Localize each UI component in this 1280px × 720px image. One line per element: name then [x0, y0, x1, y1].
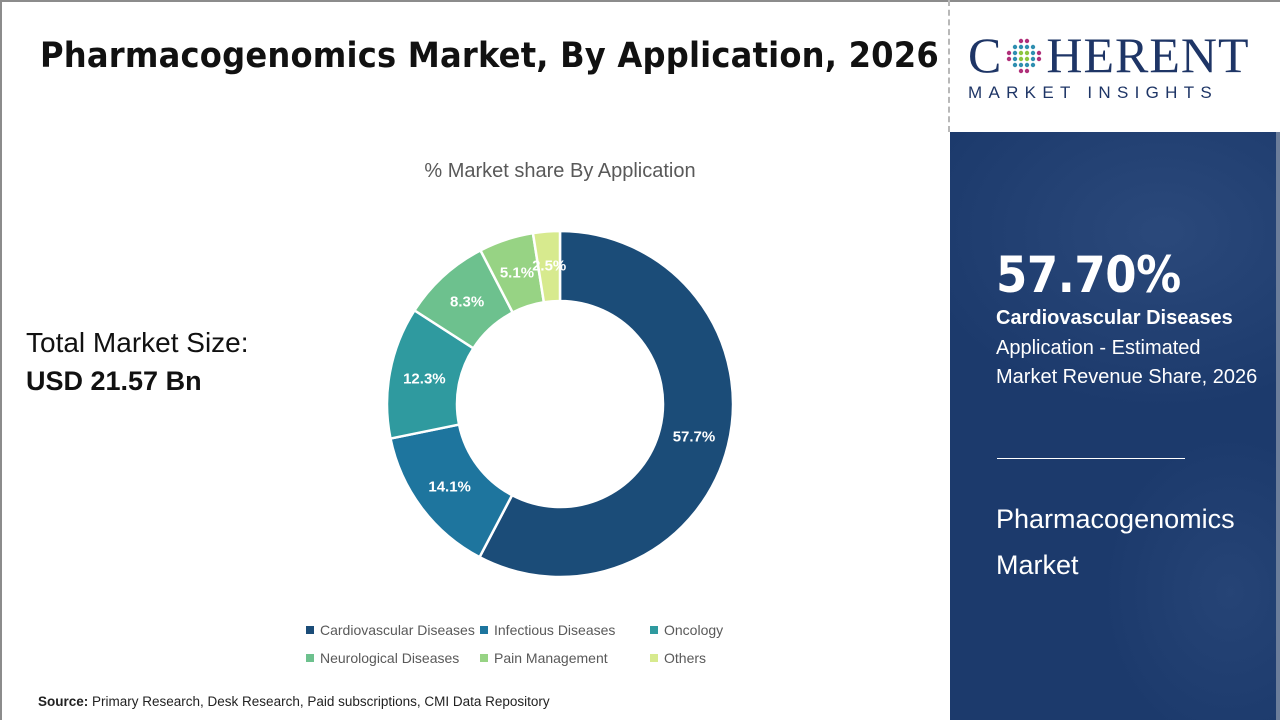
total-market-value: USD 21.57 Bn — [26, 366, 202, 396]
donut-slice-others — [531, 229, 562, 304]
highlight-description: Application - Estimated Market Revenue S… — [996, 337, 1258, 388]
page-title: Pharmacogenomics Market, By Application,… — [40, 36, 939, 76]
data-label: 2.5% — [532, 257, 567, 275]
total-market-size: Total Market Size: USD 21.57 Bn — [26, 324, 249, 400]
source-note: Source: Primary Research, Desk Research,… — [38, 694, 550, 709]
legend-item-pain-management: Pain Management — [480, 650, 608, 666]
chart-title: % Market share By Application — [424, 160, 696, 182]
total-market-label: Total Market Size: — [26, 327, 249, 358]
panel-map-texture — [950, 132, 1280, 412]
legend-item-infectious: Infectious Diseases — [480, 622, 615, 638]
market-name: Pharmacogenomics Market — [996, 504, 1235, 580]
donut-chart: 57.7% 14.1% 12.3% 8.3% 5.1% 2.5% — [380, 224, 740, 589]
legend-item-neurological: Neurological Diseases — [306, 650, 459, 666]
panel-divider-line — [997, 458, 1185, 459]
logo-wordmark: C HERENT — [968, 30, 1268, 80]
panel-edge — [1276, 132, 1280, 720]
legend-item-others: Others — [650, 650, 706, 666]
highlight-percentage: 57.70% — [996, 246, 1181, 304]
donut-chart-svg — [385, 229, 735, 579]
brand-logo: C HERENT MARKET INSIGHTS — [968, 30, 1268, 102]
legend-swatch — [480, 626, 488, 634]
source-label: Source: — [38, 694, 89, 709]
data-label: 5.1% — [499, 264, 535, 282]
legend-swatch — [480, 654, 488, 662]
highlight-panel: 57.70% Cardiovascular Diseases Applicati… — [950, 132, 1280, 720]
legend-swatch — [306, 626, 314, 634]
legend-item-cardiovascular: Cardiovascular Diseases — [306, 622, 475, 638]
legend-swatch — [650, 654, 658, 662]
data-label: 57.7% — [672, 428, 716, 446]
legend-swatch — [306, 654, 314, 662]
highlight-segment-name: Cardiovascular Diseases — [996, 307, 1233, 329]
globe-dots-icon — [1007, 38, 1042, 74]
legend-item-oncology: Oncology — [650, 622, 723, 638]
data-label: 8.3% — [450, 293, 485, 311]
logo-letter-c: C — [968, 27, 1003, 83]
source-text: Primary Research, Desk Research, Paid su… — [88, 694, 550, 709]
header-divider — [948, 0, 950, 132]
logo-tagline: MARKET INSIGHTS — [968, 83, 1219, 102]
donut-slice-cardiovascular-diseases — [477, 229, 735, 579]
data-label: 12.3% — [403, 370, 446, 388]
panel-map-texture-2 — [1100, 432, 1280, 720]
data-label: 14.1% — [428, 478, 471, 496]
legend-swatch — [650, 626, 658, 634]
logo-letters: HERENT — [1046, 27, 1250, 83]
